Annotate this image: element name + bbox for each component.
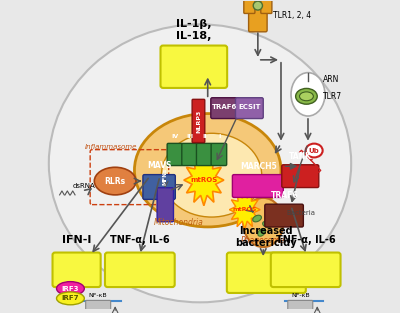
Ellipse shape (253, 215, 262, 222)
FancyBboxPatch shape (236, 98, 263, 119)
Ellipse shape (291, 73, 325, 116)
Ellipse shape (258, 228, 266, 236)
FancyBboxPatch shape (271, 253, 340, 287)
Ellipse shape (296, 89, 317, 104)
Text: Phagosome: Phagosome (241, 236, 286, 245)
FancyBboxPatch shape (160, 45, 227, 88)
Text: IRF7: IRF7 (62, 295, 79, 301)
Text: IFN-I: IFN-I (62, 235, 91, 245)
FancyBboxPatch shape (86, 300, 111, 313)
FancyBboxPatch shape (261, 0, 272, 13)
Text: NF-κB: NF-κB (291, 293, 310, 298)
FancyBboxPatch shape (167, 143, 183, 166)
Text: ARN: ARN (324, 75, 340, 84)
FancyBboxPatch shape (182, 143, 197, 166)
Ellipse shape (56, 282, 84, 295)
Text: Inflammasome: Inflammasome (84, 144, 137, 150)
Text: mtROS: mtROS (190, 177, 218, 183)
Text: Ub: Ub (309, 147, 320, 153)
Text: ECSIT: ECSIT (238, 104, 261, 110)
Text: Increased
bactericidy: Increased bactericidy (236, 227, 297, 248)
Text: MAVS: MAVS (148, 161, 172, 170)
FancyBboxPatch shape (288, 300, 313, 313)
Text: RLRs: RLRs (104, 177, 126, 186)
Text: II: II (202, 134, 207, 139)
Text: TLR1, 2, 4: TLR1, 2, 4 (273, 11, 312, 20)
FancyBboxPatch shape (227, 253, 306, 293)
Text: dsRNA: dsRNA (73, 183, 96, 189)
Ellipse shape (49, 24, 351, 302)
Text: mtROS: mtROS (232, 207, 257, 212)
FancyBboxPatch shape (157, 188, 174, 222)
FancyBboxPatch shape (52, 253, 101, 287)
Polygon shape (184, 155, 224, 206)
Ellipse shape (300, 92, 313, 101)
Text: TRAF6: TRAF6 (212, 104, 237, 110)
Ellipse shape (134, 114, 281, 227)
Text: IL-1β,
IL-18,: IL-1β, IL-18, (176, 19, 212, 41)
FancyBboxPatch shape (265, 204, 303, 227)
Text: IRF3: IRF3 (62, 285, 79, 291)
Text: TLR7: TLR7 (324, 92, 342, 101)
Text: I: I (218, 134, 220, 139)
FancyBboxPatch shape (105, 253, 175, 287)
FancyBboxPatch shape (244, 0, 255, 13)
FancyBboxPatch shape (192, 99, 205, 143)
Text: Bacteria: Bacteria (286, 210, 315, 216)
FancyBboxPatch shape (196, 143, 212, 166)
Text: MFNs: MFNs (163, 167, 168, 185)
Polygon shape (229, 190, 260, 229)
Ellipse shape (243, 198, 283, 247)
Text: TNF-α, IL-6: TNF-α, IL-6 (110, 235, 170, 245)
Text: TANK: TANK (289, 152, 312, 161)
Text: Mitochondria: Mitochondria (154, 218, 203, 227)
Ellipse shape (306, 144, 323, 157)
Ellipse shape (253, 1, 262, 10)
Text: MARCH5: MARCH5 (240, 162, 277, 171)
Ellipse shape (263, 221, 272, 228)
Ellipse shape (94, 167, 136, 195)
Text: NF-κB: NF-κB (89, 293, 108, 298)
Text: TNF-α, IL-6: TNF-α, IL-6 (276, 235, 336, 245)
FancyBboxPatch shape (232, 175, 283, 198)
FancyBboxPatch shape (143, 175, 175, 199)
Text: TRAF6: TRAF6 (271, 191, 299, 200)
Text: NLRP3: NLRP3 (196, 109, 201, 133)
Ellipse shape (56, 292, 84, 305)
FancyBboxPatch shape (211, 143, 227, 166)
FancyBboxPatch shape (282, 165, 319, 187)
FancyBboxPatch shape (211, 98, 238, 119)
Ellipse shape (162, 133, 262, 217)
Text: IV: IV (172, 134, 179, 139)
Text: III: III (186, 134, 194, 139)
FancyBboxPatch shape (248, 7, 267, 32)
